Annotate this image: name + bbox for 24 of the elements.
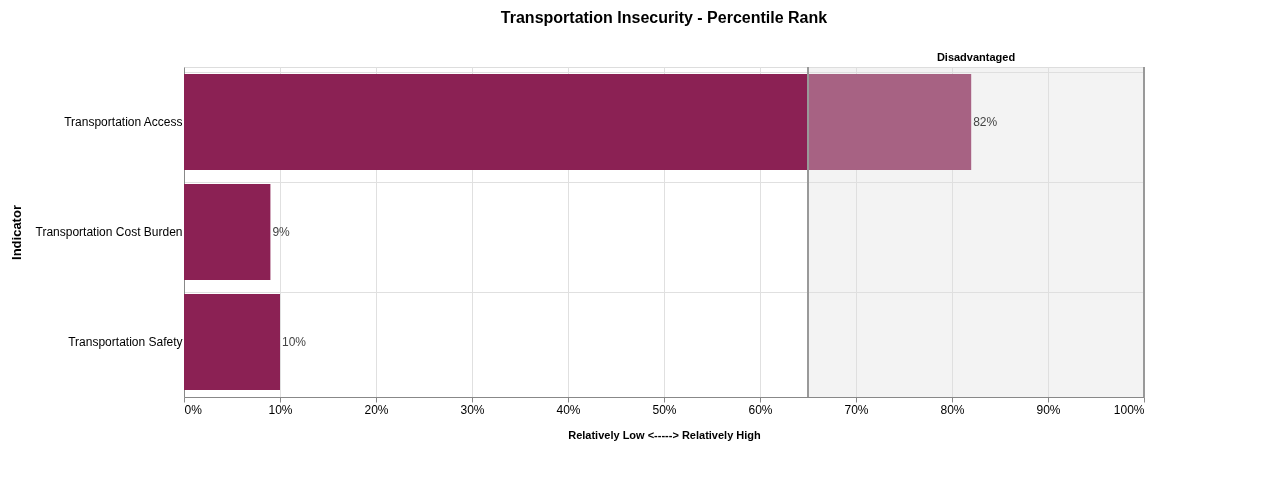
x-tick-label: 90%: [1036, 402, 1061, 417]
x-tick-label: 10%: [268, 402, 293, 417]
x-tick-label: 30%: [460, 402, 485, 417]
y-axis-title: Indicator: [8, 205, 24, 260]
x-tick-label: 80%: [940, 402, 965, 417]
y-tick-label: Transportation Access: [64, 115, 183, 129]
band-label: Disadvantaged: [936, 51, 1016, 63]
data-label: 9%: [272, 225, 291, 239]
x-tick-label: 40%: [556, 402, 581, 417]
x-tick-label: 70%: [844, 402, 869, 417]
data-label: 82%: [973, 115, 998, 129]
chart-title: Transportation Insecurity - Percentile Rank: [500, 9, 828, 26]
bar: [184, 74, 972, 170]
x-tick-label: 0%: [184, 402, 203, 417]
x-tick-label: 100%: [1113, 402, 1145, 417]
data-label: 10%: [282, 335, 307, 349]
y-tick-label: Transportation Safety: [68, 335, 183, 349]
x-tick-label: 60%: [748, 402, 773, 417]
bar: [184, 294, 280, 390]
y-tick-label: Transportation Cost Burden: [35, 225, 183, 239]
bar: [184, 184, 271, 280]
x-tick-label: 20%: [364, 402, 389, 417]
x-tick-label: 50%: [652, 402, 677, 417]
x-axis-title: Relatively Low <-----> Relatively High: [568, 428, 762, 441]
